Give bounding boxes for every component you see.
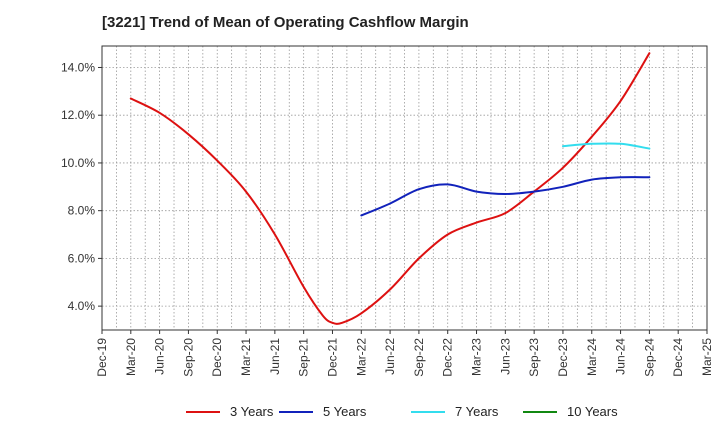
legend-swatch xyxy=(279,410,313,413)
x-tick-label: Sep-21 xyxy=(297,338,311,377)
legend-label: 10 Years xyxy=(567,404,618,419)
x-tick-label: Dec-21 xyxy=(325,338,339,377)
legend-item: 7 Years xyxy=(411,404,498,419)
x-tick-label: Jun-24 xyxy=(614,338,628,375)
x-tick-label: Mar-23 xyxy=(470,338,484,376)
x-tick-label: Sep-23 xyxy=(527,338,541,377)
legend-swatch xyxy=(186,410,220,413)
x-tick-label: Dec-19 xyxy=(95,338,109,377)
legend-swatch xyxy=(523,410,557,413)
x-tick-label: Sep-22 xyxy=(412,338,426,377)
x-tick-label: Dec-20 xyxy=(210,338,224,377)
legend: 3 Years 5 Years 7 Years 10 Years xyxy=(0,404,720,426)
y-tick-label: 14.0% xyxy=(61,60,95,74)
x-tick-label: Jun-21 xyxy=(268,338,282,375)
x-tick-label: Jun-20 xyxy=(153,338,167,375)
x-tick-label: Mar-24 xyxy=(585,338,599,376)
legend-item: 3 Years xyxy=(186,404,273,419)
x-tick-label: Mar-20 xyxy=(124,338,138,376)
legend-label: 3 Years xyxy=(230,404,274,419)
y-tick-label: 12.0% xyxy=(61,108,95,122)
x-tick-label: Dec-24 xyxy=(671,338,685,377)
x-tick-label: Mar-25 xyxy=(700,338,714,376)
legend-swatch xyxy=(411,410,445,413)
plot-frame xyxy=(101,45,708,331)
legend-item: 5 Years xyxy=(279,404,366,419)
legend-label: 7 Years xyxy=(455,404,499,419)
x-tick-label: Jun-23 xyxy=(498,338,512,375)
series-line-5-years xyxy=(360,176,651,217)
legend-item: 10 Years xyxy=(523,404,618,419)
x-tick-label: Mar-22 xyxy=(354,338,368,376)
x-tick-label: Dec-23 xyxy=(556,338,570,377)
x-tick-label: Mar-21 xyxy=(239,338,253,376)
y-tick-label: 6.0% xyxy=(68,251,96,265)
x-tick-label: Dec-22 xyxy=(441,338,455,377)
series-line-3-years xyxy=(129,52,651,325)
x-tick-label: Sep-24 xyxy=(642,338,656,377)
legend-label: 5 Years xyxy=(323,404,367,419)
x-tick-label: Sep-20 xyxy=(181,338,195,377)
y-tick-label: 4.0% xyxy=(68,299,96,313)
chart-title: [3221] Trend of Mean of Operating Cashfl… xyxy=(102,14,469,31)
y-tick-label: 8.0% xyxy=(68,204,96,218)
x-tick-label: Jun-22 xyxy=(383,338,397,375)
series-line-7-years xyxy=(562,142,651,150)
y-tick-label: 10.0% xyxy=(61,156,95,170)
